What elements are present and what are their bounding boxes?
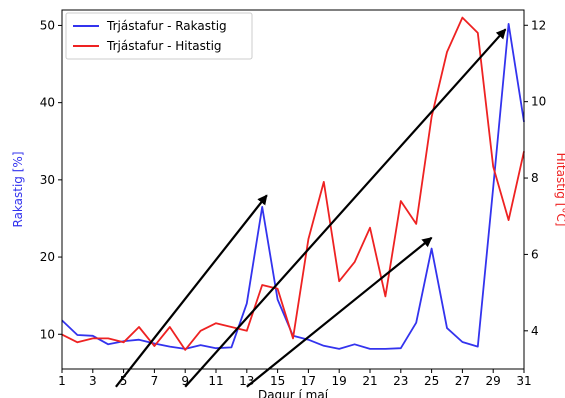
y-right-tick-label: 12 bbox=[531, 18, 546, 32]
right-axis: 4 6 8 10 12 bbox=[524, 18, 546, 338]
x-tick-label: 3 bbox=[89, 374, 97, 388]
y-left-tick-label: 50 bbox=[40, 18, 55, 32]
x-tick-label: 1 bbox=[58, 374, 66, 388]
y-right-tick-label: 6 bbox=[531, 247, 539, 261]
y-right-tick-label: 10 bbox=[531, 95, 546, 109]
annotation-layer bbox=[115, 28, 507, 388]
x-tick-label: 9 bbox=[181, 374, 189, 388]
x-axis-label: Dagur í maí bbox=[258, 388, 329, 398]
x-tick-label: 5 bbox=[120, 374, 128, 388]
legend-box bbox=[65, 12, 253, 60]
y-left-tick-label: 30 bbox=[40, 173, 55, 187]
series-line-hitastig bbox=[61, 16, 525, 351]
x-tick-label: 19 bbox=[332, 374, 347, 388]
plot-frame bbox=[61, 9, 525, 370]
series-line-rakastig bbox=[61, 22, 525, 350]
legend-label-hitastig: Trjástafur - Hitastig bbox=[106, 39, 222, 53]
legend: Trjástafur - Rakastig Trjástafur - Hitas… bbox=[65, 12, 253, 60]
left-axis: 10 20 30 40 50 bbox=[40, 18, 62, 341]
y-left-tick-label: 40 bbox=[40, 96, 55, 110]
legend-label-rakastig: Trjástafur - Rakastig bbox=[106, 19, 227, 33]
x-axis: 1 3 5 7 9 11 13 15 17 19 21 23 25 27 29 31 bbox=[58, 369, 532, 388]
y-right-tick-label: 8 bbox=[531, 171, 539, 185]
annotation-arrow bbox=[115, 194, 268, 388]
x-tick-label: 15 bbox=[270, 374, 285, 388]
x-tick-label: 29 bbox=[486, 374, 501, 388]
annotation-arrow bbox=[184, 28, 507, 388]
x-tick-label: 25 bbox=[424, 374, 439, 388]
y-left-tick-label: 20 bbox=[40, 250, 55, 264]
x-tick-label: 27 bbox=[455, 374, 470, 388]
x-tick-label: 31 bbox=[516, 374, 531, 388]
x-tick-label: 17 bbox=[301, 374, 316, 388]
series-layer bbox=[61, 16, 525, 351]
x-tick-label: 21 bbox=[362, 374, 377, 388]
x-tick-label: 7 bbox=[151, 374, 159, 388]
y-axis-label-right: Hitastig [°C] bbox=[554, 153, 565, 227]
annotation-arrow bbox=[246, 236, 433, 388]
y-right-tick-label: 4 bbox=[531, 324, 539, 338]
y-axis-label-left: Rakastig [%] bbox=[11, 151, 25, 227]
y-left-tick-label: 10 bbox=[40, 327, 55, 341]
x-tick-label: 11 bbox=[208, 374, 223, 388]
x-tick-label: 23 bbox=[393, 374, 408, 388]
